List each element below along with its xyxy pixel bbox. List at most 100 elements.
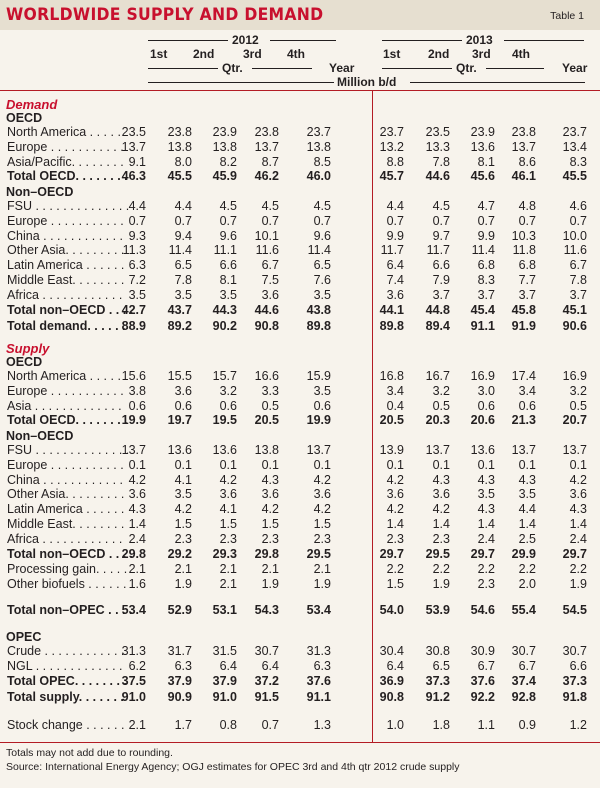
table-row: Latin America . . . . . . 6.3 6.5 6.6 6.7 6.5… <box>0 258 600 272</box>
source-note: Source: International Energy Agency; OGJ… <box>6 761 460 773</box>
table-cell: 1.5 <box>174 517 192 531</box>
table-cell: 10.3 <box>511 228 536 243</box>
table-cell: 13.2 <box>379 139 404 154</box>
table-cell: 13.8 <box>306 139 331 154</box>
table-row: FSU . . . . . . . . . . . . . . 13.7 13.6 1… <box>0 443 600 457</box>
table-row: FSU . . . . . . . . . . . . . . 4.4 4.4 4.5… <box>0 199 600 213</box>
table-cell: 44.6 <box>254 302 279 317</box>
table-cell: 1.6 <box>128 576 146 591</box>
row-label: Stock change . . . . . . <box>7 718 125 732</box>
table-cell: 1.4 <box>128 517 146 531</box>
table-cell: 0.6 <box>219 398 237 413</box>
table-cell: 4.8 <box>518 199 536 213</box>
table-cell: 0.1 <box>261 457 279 472</box>
table-cell: 45.4 <box>470 302 495 317</box>
q4-2013-header: 4th <box>512 47 530 61</box>
row-label: Total demand. . . . . . <box>7 319 126 333</box>
table-cell: 91.1 <box>306 690 331 704</box>
row-label: China . . . . . . . . . . . . <box>7 228 124 243</box>
table-row: Stock change . . . . . . 2.1 1.7 0.8 0.7 1.3 1… <box>0 718 600 732</box>
table-cell: 2.3 <box>313 531 331 546</box>
table-cell: 3.6 <box>386 487 404 502</box>
table-cell: 4.5 <box>261 199 279 213</box>
table-cell: 3.5 <box>518 487 536 502</box>
table-cell: 6.6 <box>219 258 237 273</box>
table-cell: 13.7 <box>121 443 146 457</box>
row-label: Europe . . . . . . . . . . . <box>7 213 124 228</box>
table-cell: 13.6 <box>470 139 495 154</box>
table-cell: 29.3 <box>212 546 237 561</box>
table-cell: 6.3 <box>313 658 331 673</box>
table-cell: 44.8 <box>425 302 450 317</box>
table-cell: 13.7 <box>562 443 587 457</box>
table-cell: 0.1 <box>432 457 450 472</box>
table-cell: 16.7 <box>425 369 450 383</box>
table-cell: 29.7 <box>470 546 495 561</box>
table-cell: 6.7 <box>261 258 279 273</box>
table-cell: 0.7 <box>261 718 279 732</box>
table-cell: 0.5 <box>432 398 450 413</box>
table-cell: 91.1 <box>470 319 495 333</box>
table-cell: 2.2 <box>477 562 495 576</box>
table-cell: 9.6 <box>313 228 331 243</box>
row-label: Processing gain. . . . . <box>7 562 128 576</box>
row-label: Total non–OECD . . . . <box>7 546 134 561</box>
table-cell: 37.6 <box>306 673 331 688</box>
table-cell: 4.3 <box>477 472 495 487</box>
table-cell: 9.3 <box>128 228 146 243</box>
table-cell: 19.5 <box>212 413 237 428</box>
table-cell: 16.9 <box>562 369 587 383</box>
table-cell: 10.1 <box>254 228 279 243</box>
table-cell: 8.6 <box>518 154 536 169</box>
table-cell: 8.2 <box>219 154 237 169</box>
qtr-2013-label: Qtr. <box>456 61 477 75</box>
table-cell: 29.2 <box>167 546 192 561</box>
table-cell: 4.3 <box>128 502 146 517</box>
rounding-note: Totals may not add due to rounding. <box>6 747 173 759</box>
table-cell: 91.0 <box>121 690 146 704</box>
table-cell: 2.5 <box>518 531 536 546</box>
table-cell: 0.8 <box>219 718 237 732</box>
table-cell: 46.2 <box>254 169 279 184</box>
table-cell: 37.2 <box>254 673 279 688</box>
table-cell: 9.6 <box>219 228 237 243</box>
table-cell: 9.4 <box>174 228 192 243</box>
table-cell: 7.6 <box>313 273 331 287</box>
row-label: Total OPEC. . . . . . . . <box>7 673 127 688</box>
table-cell: 4.4 <box>174 199 192 213</box>
row-label: Crude . . . . . . . . . . . . <box>7 644 125 658</box>
table-row: Asia . . . . . . . . . . . . . 0.6 0.6 0.6 0… <box>0 399 600 413</box>
table-cell: 3.2 <box>569 383 587 398</box>
table-cell: 2.3 <box>219 531 237 546</box>
table-cell: 2.1 <box>219 576 237 591</box>
table-cell: 43.8 <box>306 302 331 317</box>
table-cell: 23.5 <box>121 125 146 139</box>
table-cell: 11.6 <box>563 243 587 258</box>
table-cell: 2.3 <box>261 531 279 546</box>
table-row: Middle East. . . . . . . . 7.2 7.8 8.1 7.5 7.… <box>0 273 600 287</box>
table-cell: 19.9 <box>306 413 331 428</box>
table-cell: 13.7 <box>121 139 146 154</box>
group-heading: Non–OECD <box>0 185 600 199</box>
table-cell: 37.3 <box>562 673 587 688</box>
table-cell: 3.5 <box>219 287 237 302</box>
table-cell: 20.7 <box>562 413 587 428</box>
table-cell: 30.7 <box>511 644 536 658</box>
table-cell: 3.4 <box>386 383 404 398</box>
table-cell: 0.4 <box>386 398 404 413</box>
table-cell: 4.7 <box>477 199 495 213</box>
table-cell: 23.8 <box>167 125 192 139</box>
header-bottom-rule <box>0 90 600 91</box>
table-cell: 13.3 <box>425 139 450 154</box>
table-cell: 1.8 <box>432 718 450 732</box>
table-cell: 0.1 <box>128 457 146 472</box>
table-cell: 53.4 <box>306 603 331 617</box>
table-cell: 13.7 <box>511 443 536 457</box>
table-cell: 0.1 <box>219 457 237 472</box>
table-cell: 29.9 <box>511 546 536 561</box>
table-cell: 4.2 <box>313 502 331 517</box>
table-cell: 11.8 <box>512 243 536 258</box>
table-cell: 13.7 <box>306 443 331 457</box>
table-cell: 2.3 <box>174 531 192 546</box>
group-label: OPEC <box>6 630 42 644</box>
